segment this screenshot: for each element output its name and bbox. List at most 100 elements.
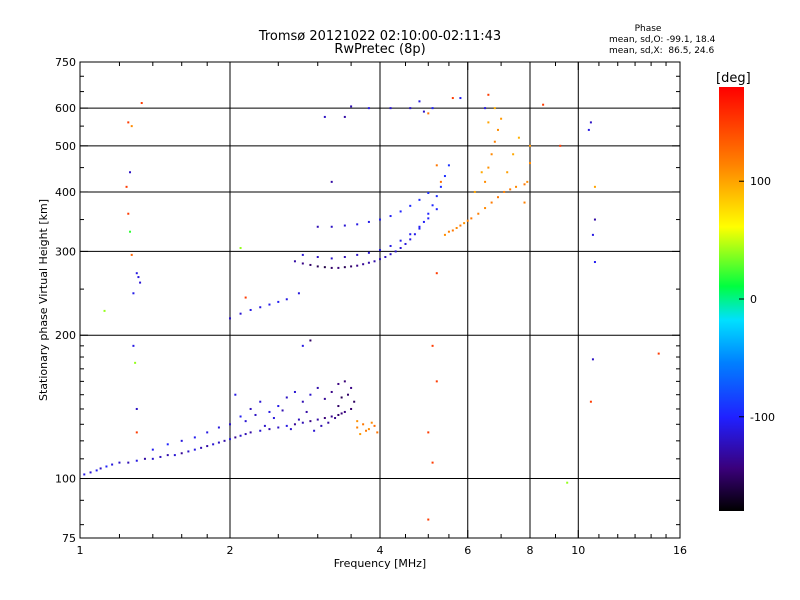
data-point	[135, 459, 138, 462]
stats-line-x: mean, sd,X: 86.5, 24.6	[609, 46, 715, 56]
data-point	[234, 436, 237, 439]
data-point	[316, 386, 319, 389]
data-point	[413, 233, 416, 236]
x-tick-label: 16	[673, 544, 687, 557]
data-point	[293, 423, 296, 426]
data-point	[493, 140, 496, 143]
data-point	[529, 144, 531, 147]
data-point	[427, 112, 430, 115]
data-point	[350, 265, 353, 268]
data-point	[443, 233, 446, 236]
data-point	[83, 473, 86, 476]
data-point	[512, 153, 515, 156]
data-point	[132, 292, 135, 295]
data-point	[151, 457, 154, 460]
data-point	[309, 263, 312, 266]
data-point	[487, 93, 490, 96]
data-point	[443, 175, 446, 178]
data-point	[301, 344, 304, 347]
data-point	[323, 397, 326, 400]
data-point	[365, 429, 368, 432]
data-point	[249, 431, 252, 434]
data-point	[404, 242, 407, 245]
data-point	[435, 195, 438, 198]
data-point	[459, 224, 462, 227]
data-point	[503, 190, 506, 193]
data-point	[337, 266, 340, 269]
data-point	[451, 97, 454, 100]
data-point	[330, 180, 333, 183]
data-point	[490, 153, 493, 156]
data-point	[316, 225, 319, 228]
data-point	[217, 426, 220, 429]
data-point	[356, 264, 359, 267]
data-point	[496, 128, 499, 131]
data-point	[431, 461, 434, 464]
chart-subtitle: RwPretec (8p)	[334, 42, 425, 57]
data-point	[367, 428, 370, 431]
data-point	[323, 115, 326, 118]
data-point	[297, 418, 300, 421]
data-point	[263, 424, 266, 427]
data-point	[337, 413, 340, 416]
data-point	[139, 281, 142, 284]
y-tick-label: 75	[62, 532, 76, 545]
data-point	[330, 415, 333, 418]
data-point	[111, 463, 114, 466]
data-point	[268, 303, 271, 306]
data-point	[346, 393, 349, 396]
data-point	[409, 204, 412, 207]
data-point	[340, 396, 343, 399]
data-point	[323, 417, 326, 420]
data-point	[493, 107, 496, 110]
data-point	[309, 420, 312, 423]
data-point	[297, 292, 300, 295]
data-point	[484, 180, 487, 183]
data-point	[244, 433, 247, 436]
data-point	[206, 431, 209, 434]
data-point	[379, 258, 381, 261]
data-point	[418, 227, 421, 230]
data-point	[657, 352, 660, 355]
data-point	[418, 198, 421, 201]
data-point	[137, 276, 140, 279]
data-point	[591, 358, 594, 361]
data-point	[239, 312, 242, 315]
data-point	[301, 421, 304, 424]
data-point	[89, 471, 92, 474]
data-point	[506, 171, 509, 174]
data-point	[95, 469, 98, 472]
data-point	[422, 220, 425, 223]
data-point	[268, 428, 271, 431]
data-point	[394, 250, 397, 253]
data-point	[593, 218, 596, 221]
data-point	[173, 454, 176, 457]
data-point	[559, 144, 562, 147]
data-point	[103, 309, 106, 312]
x-axis-ticks: 1 2 4 6 8 10 16	[77, 62, 687, 557]
data-point	[259, 306, 262, 309]
data-point	[409, 107, 412, 110]
data-point	[490, 201, 493, 204]
data-point	[376, 431, 379, 434]
data-point	[373, 260, 376, 263]
data-point	[399, 239, 402, 242]
data-point	[293, 390, 296, 393]
data-point	[340, 412, 343, 415]
y-axis-ticks: 75 100 200 300 400 500 600 750	[55, 56, 680, 545]
data-point	[289, 428, 292, 431]
data-point	[180, 439, 183, 442]
data-points	[83, 93, 660, 521]
data-point	[285, 396, 288, 399]
data-point	[105, 465, 108, 468]
x-tick-label: 1	[77, 544, 84, 557]
data-point	[418, 100, 421, 103]
data-point	[367, 220, 370, 223]
data-point	[379, 249, 381, 252]
data-point	[593, 261, 596, 264]
data-point	[293, 260, 296, 263]
data-point	[384, 256, 387, 259]
data-point	[193, 448, 196, 451]
data-point	[330, 266, 333, 269]
data-point	[234, 393, 237, 396]
